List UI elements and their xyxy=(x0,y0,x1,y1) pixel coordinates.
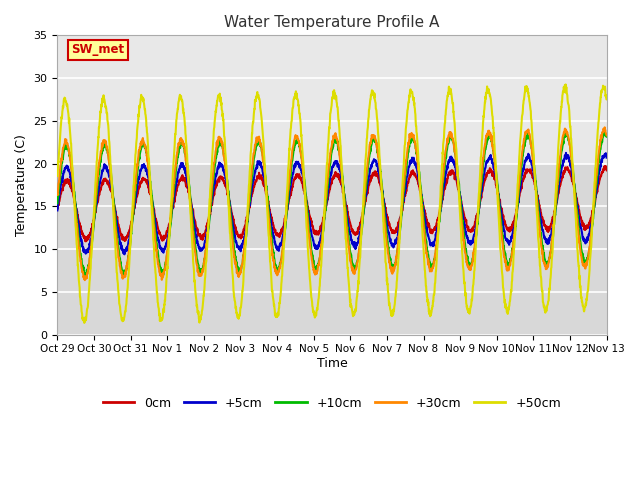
+50cm xyxy=(588,243,595,249)
Line: +50cm: +50cm xyxy=(58,84,607,323)
X-axis label: Time: Time xyxy=(317,357,348,370)
+10cm xyxy=(562,129,570,135)
+5cm xyxy=(603,155,611,160)
0cm xyxy=(587,216,595,221)
Line: +30cm: +30cm xyxy=(58,127,607,280)
+10cm xyxy=(587,235,595,241)
+30cm xyxy=(601,124,609,130)
+30cm xyxy=(603,132,611,138)
0cm xyxy=(587,216,595,221)
+10cm xyxy=(81,273,89,278)
+10cm xyxy=(307,236,314,241)
+5cm xyxy=(562,150,570,156)
+10cm xyxy=(54,201,61,206)
Title: Water Temperature Profile A: Water Temperature Profile A xyxy=(225,15,440,30)
+5cm xyxy=(588,222,595,228)
Line: 0cm: 0cm xyxy=(58,166,607,241)
+50cm xyxy=(81,320,88,326)
+10cm xyxy=(603,134,611,140)
+10cm xyxy=(588,232,595,238)
+50cm xyxy=(562,82,570,87)
Y-axis label: Temperature (C): Temperature (C) xyxy=(15,134,28,236)
+5cm xyxy=(307,221,314,227)
+30cm xyxy=(587,232,595,238)
+50cm xyxy=(587,246,595,252)
0cm xyxy=(603,168,611,173)
+50cm xyxy=(603,96,611,102)
Bar xyxy=(58,36,607,164)
0cm xyxy=(486,167,494,172)
Line: +5cm: +5cm xyxy=(58,153,607,254)
+30cm xyxy=(81,277,89,283)
0cm xyxy=(321,208,328,214)
+10cm xyxy=(486,134,494,140)
+5cm xyxy=(587,222,595,228)
Line: +10cm: +10cm xyxy=(58,132,607,276)
+30cm xyxy=(82,274,90,280)
+10cm xyxy=(82,270,90,276)
+50cm xyxy=(54,173,61,179)
+30cm xyxy=(587,235,595,241)
+30cm xyxy=(54,192,61,197)
+5cm xyxy=(486,156,494,161)
+5cm xyxy=(81,249,89,255)
0cm xyxy=(307,217,314,223)
Text: SW_met: SW_met xyxy=(71,43,124,56)
+30cm xyxy=(486,130,494,136)
+50cm xyxy=(307,279,314,285)
+5cm xyxy=(321,212,328,218)
0cm xyxy=(54,205,61,211)
0cm xyxy=(82,239,90,244)
0cm xyxy=(81,239,89,244)
+50cm xyxy=(486,93,494,98)
Legend: 0cm, +5cm, +10cm, +30cm, +50cm: 0cm, +5cm, +10cm, +30cm, +50cm xyxy=(98,392,566,415)
+10cm xyxy=(321,212,328,217)
+30cm xyxy=(321,209,328,215)
+50cm xyxy=(321,204,328,209)
+5cm xyxy=(54,207,61,213)
+50cm xyxy=(82,315,90,321)
0cm xyxy=(602,163,610,169)
+30cm xyxy=(307,243,314,249)
+5cm xyxy=(120,252,128,257)
